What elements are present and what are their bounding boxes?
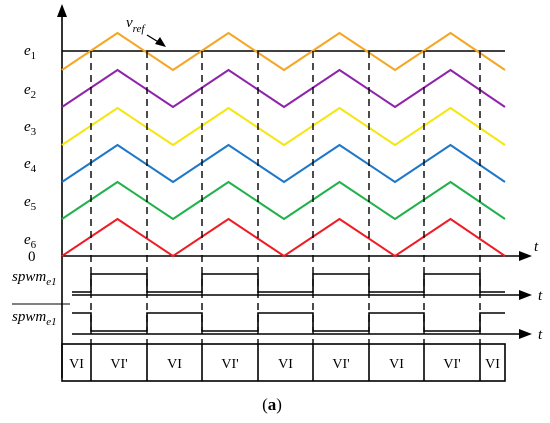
reference-label: vref: [126, 15, 146, 35]
vertical-arrowhead: [57, 4, 67, 17]
carrier-wave-e6: [61, 217, 506, 258]
spwm-signal-label: spwme1: [12, 269, 57, 288]
carrier-wave-e4: [61, 143, 506, 184]
figure-caption: (a): [262, 395, 282, 414]
labels: vref e1 e2 e3 e4 e5 e6 0 t t t spwme1 sp…: [12, 15, 543, 414]
time-label-spwm-bar: t: [538, 327, 543, 343]
carrier-wave-e5: [61, 180, 506, 221]
time-label-spwm: t: [538, 288, 543, 304]
segment-label-3: VI: [167, 357, 182, 372]
segment-label-9: VI: [485, 357, 500, 372]
time-arrowhead-spwm-bar: [519, 329, 532, 339]
segment-label-2: VI': [110, 357, 127, 372]
segment-label-8: VI': [443, 357, 460, 372]
segment-label-6: VI': [332, 357, 349, 372]
carrier-label-e3: e3: [24, 119, 37, 138]
carrier-label-e4: e4: [24, 156, 37, 175]
time-label-top: t: [534, 239, 539, 255]
carrier-waves: [61, 31, 506, 258]
segment-label-7: VI: [389, 357, 404, 372]
reference-arrow: [146, 34, 166, 47]
spwm-e1-bar-waveform: [72, 312, 505, 332]
segment-table: [61, 343, 506, 382]
segment-label-5: VI: [278, 357, 293, 372]
time-arrowhead-spwm: [519, 290, 532, 300]
carrier-wave-e2: [61, 68, 506, 109]
axes: [61, 14, 522, 378]
switching-dashed-lines: [90, 51, 481, 344]
axis-arrowheads: [57, 4, 532, 339]
carrier-label-e2: e2: [24, 82, 36, 101]
carrier-wave-e1: [61, 31, 506, 72]
spwm-bar-signal-label: spwme1: [12, 309, 57, 328]
segment-table-frame: [61, 343, 506, 382]
carrier-label-e1: e1: [24, 43, 36, 62]
segment-labels: VI VI' VI VI' VI VI' VI VI' VI: [69, 357, 500, 372]
zero-label: 0: [28, 249, 36, 265]
segment-dividers: [90, 344, 481, 381]
segment-label-4: VI': [221, 357, 238, 372]
time-arrowhead-top: [519, 251, 532, 261]
carrier-label-e5: e5: [24, 194, 37, 213]
carrier-label-e6: e6: [24, 232, 37, 251]
spwm-e1-waveform: [72, 273, 505, 293]
segment-label-1: VI: [69, 357, 84, 372]
carrier-wave-e3: [61, 106, 506, 147]
